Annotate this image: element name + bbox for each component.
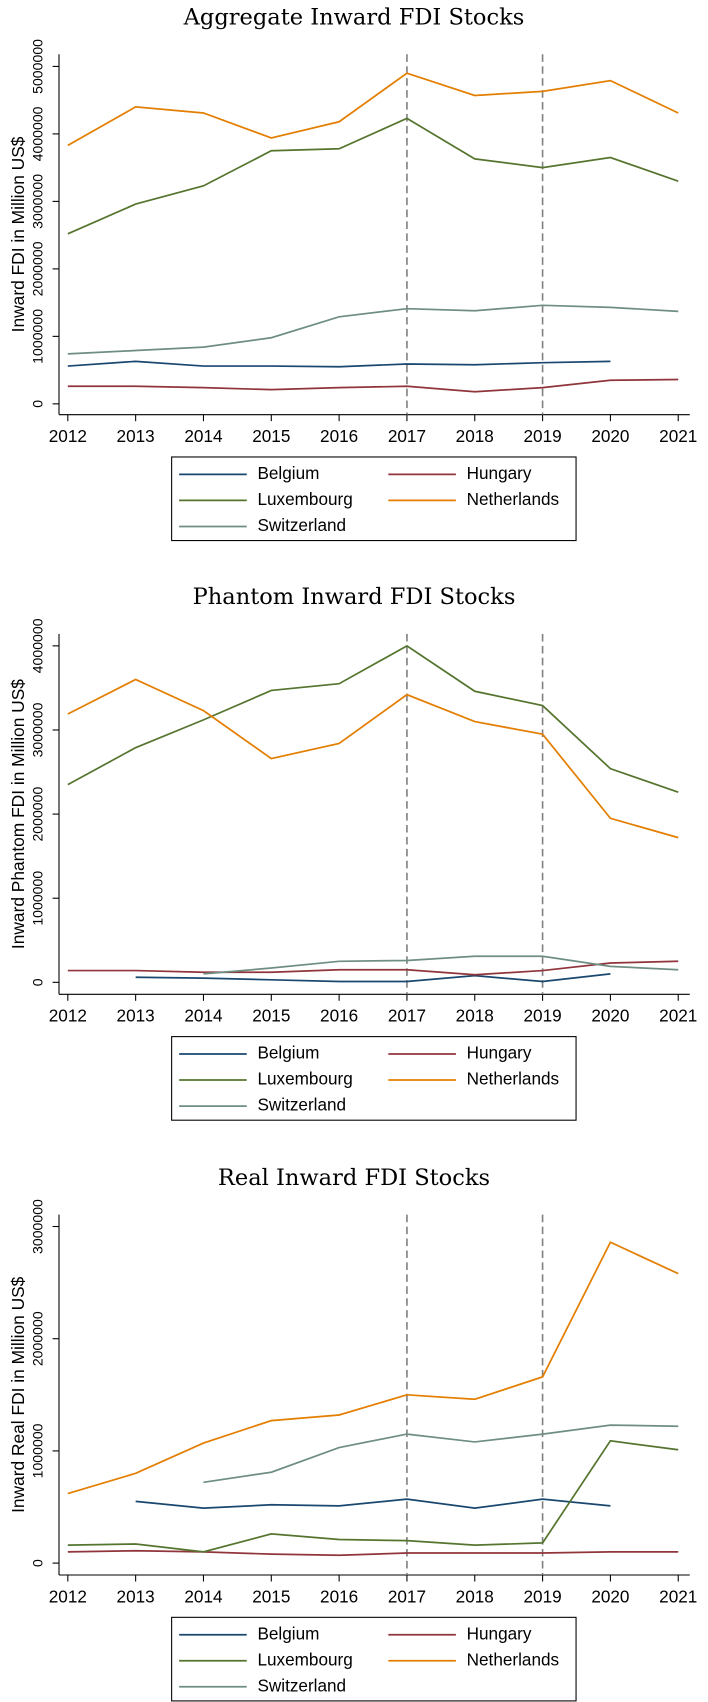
x-tick-label: 2018 — [456, 1006, 494, 1026]
legend-label: Netherlands — [467, 1069, 559, 1089]
series-line — [67, 117, 679, 235]
y-tick-label: 3000000 — [29, 1199, 45, 1254]
x-tick-label: 2018 — [456, 1586, 494, 1606]
legend-label: Switzerland — [257, 1675, 346, 1695]
x-tick-label: 2021 — [659, 1586, 697, 1606]
legend-label: Switzerland — [257, 1095, 346, 1115]
x-tick-label: 2017 — [388, 1006, 426, 1026]
x-tick-label: 2012 — [49, 426, 87, 446]
y-tick-label: 0 — [29, 400, 45, 408]
x-tick-label: 2012 — [49, 1006, 87, 1026]
x-tick-label: 2017 — [388, 426, 426, 446]
x-tick-label: 2015 — [252, 1586, 290, 1606]
x-tick-label: 2018 — [456, 426, 494, 446]
x-tick-label: 2016 — [320, 426, 358, 446]
x-tick-label: 2013 — [117, 1586, 155, 1606]
x-tick-label: 2021 — [659, 1006, 697, 1026]
series-line — [67, 1439, 679, 1553]
x-tick-label: 2019 — [524, 1006, 562, 1026]
y-axis-title: Inward Real FDI in Million US$ — [8, 1276, 28, 1513]
x-tick-label: 2020 — [591, 426, 629, 446]
y-tick-label: 1000000 — [29, 871, 45, 926]
series-line — [67, 1241, 679, 1495]
series-line — [135, 1498, 611, 1510]
chart: Phantom Inward FDI Stocks Inward Phantom … — [8, 584, 697, 1121]
x-tick-label: 2015 — [252, 426, 290, 446]
x-tick-label: 2014 — [184, 1006, 223, 1026]
series-line — [67, 378, 679, 393]
y-tick-label: 3000000 — [29, 174, 45, 229]
y-tick-label: 5000000 — [29, 39, 45, 94]
legend-label: Hungary — [467, 1042, 532, 1062]
legend-label: Hungary — [467, 463, 532, 483]
chart-title: Phantom Inward FDI Stocks — [193, 584, 516, 610]
legend-label: Belgium — [257, 463, 319, 483]
x-tick-label: 2015 — [252, 1006, 290, 1026]
series-line — [203, 1424, 679, 1484]
chart-title: Real Inward FDI Stocks — [218, 1165, 490, 1191]
legend-label: Switzerland — [257, 515, 346, 535]
legend-label: Netherlands — [467, 1649, 559, 1669]
x-tick-label: 2020 — [591, 1006, 629, 1026]
legend-label: Luxembourg — [257, 1649, 352, 1669]
legend-label: Belgium — [257, 1623, 319, 1643]
chart-title: Aggregate Inward FDI Stocks — [183, 4, 525, 30]
x-tick-label: 2014 — [184, 426, 223, 446]
y-tick-label: 2000000 — [29, 786, 45, 841]
x-tick-label: 2019 — [524, 1586, 562, 1606]
legend-label: Luxembourg — [257, 489, 352, 509]
series-line — [67, 72, 679, 147]
series-line — [67, 360, 611, 368]
y-axis-title: Inward Phantom FDI in Million US$ — [8, 679, 28, 949]
x-tick-label: 2020 — [591, 1586, 629, 1606]
series-line — [67, 644, 679, 794]
series-line — [203, 955, 679, 975]
x-tick-label: 2021 — [659, 426, 697, 446]
y-tick-label: 2000000 — [29, 241, 45, 296]
legend-label: Luxembourg — [257, 1069, 352, 1089]
y-tick-label: 3000000 — [29, 702, 45, 757]
x-tick-label: 2013 — [117, 1006, 155, 1026]
x-tick-label: 2014 — [184, 1586, 223, 1606]
series-line — [67, 678, 679, 839]
x-tick-label: 2016 — [320, 1006, 358, 1026]
y-tick-label: 1000000 — [29, 309, 45, 364]
series-line — [67, 960, 679, 976]
y-axis-title: Inward FDI in Million US$ — [8, 136, 28, 332]
x-tick-label: 2013 — [117, 426, 155, 446]
series-line — [67, 1549, 679, 1557]
y-tick-label: 4000000 — [29, 618, 45, 673]
x-tick-label: 2016 — [320, 1586, 358, 1606]
legend-label: Netherlands — [467, 489, 559, 509]
chart: Aggregate Inward FDI Stocks Inward FDI in… — [8, 4, 697, 542]
y-tick-label: 0 — [29, 1559, 45, 1567]
y-tick-label: 2000000 — [29, 1311, 45, 1366]
y-tick-label: 4000000 — [29, 106, 45, 161]
x-tick-label: 2012 — [49, 1586, 87, 1606]
series-line — [67, 304, 679, 355]
y-tick-label: 0 — [29, 978, 45, 986]
legend-label: Belgium — [257, 1042, 319, 1062]
y-tick-label: 1000000 — [29, 1423, 45, 1478]
x-tick-label: 2017 — [388, 1586, 426, 1606]
chart: Real Inward FDI Stocks Inward Real FDI in… — [8, 1165, 697, 1702]
series-line — [135, 973, 611, 983]
legend-label: Hungary — [467, 1623, 532, 1643]
x-tick-label: 2019 — [524, 426, 562, 446]
